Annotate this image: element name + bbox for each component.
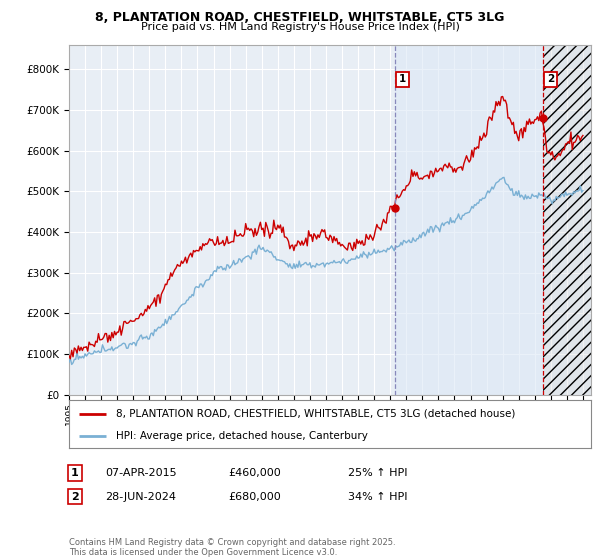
Text: 25% ↑ HPI: 25% ↑ HPI — [348, 468, 407, 478]
Text: 1: 1 — [399, 74, 406, 85]
Text: 28-JUN-2024: 28-JUN-2024 — [105, 492, 176, 502]
Text: 34% ↑ HPI: 34% ↑ HPI — [348, 492, 407, 502]
Text: 2: 2 — [547, 74, 554, 85]
Text: HPI: Average price, detached house, Canterbury: HPI: Average price, detached house, Cant… — [116, 431, 368, 441]
Text: 07-APR-2015: 07-APR-2015 — [105, 468, 176, 478]
Text: Price paid vs. HM Land Registry's House Price Index (HPI): Price paid vs. HM Land Registry's House … — [140, 22, 460, 32]
Text: 8, PLANTATION ROAD, CHESTFIELD, WHITSTABLE, CT5 3LG: 8, PLANTATION ROAD, CHESTFIELD, WHITSTAB… — [95, 11, 505, 24]
Text: Contains HM Land Registry data © Crown copyright and database right 2025.
This d: Contains HM Land Registry data © Crown c… — [69, 538, 395, 557]
Text: 2: 2 — [71, 492, 79, 502]
Bar — [395, 45, 542, 395]
Text: £460,000: £460,000 — [228, 468, 281, 478]
Bar — [542, 45, 591, 395]
Text: £680,000: £680,000 — [228, 492, 281, 502]
Text: 8, PLANTATION ROAD, CHESTFIELD, WHITSTABLE, CT5 3LG (detached house): 8, PLANTATION ROAD, CHESTFIELD, WHITSTAB… — [116, 409, 515, 419]
Text: 1: 1 — [71, 468, 79, 478]
